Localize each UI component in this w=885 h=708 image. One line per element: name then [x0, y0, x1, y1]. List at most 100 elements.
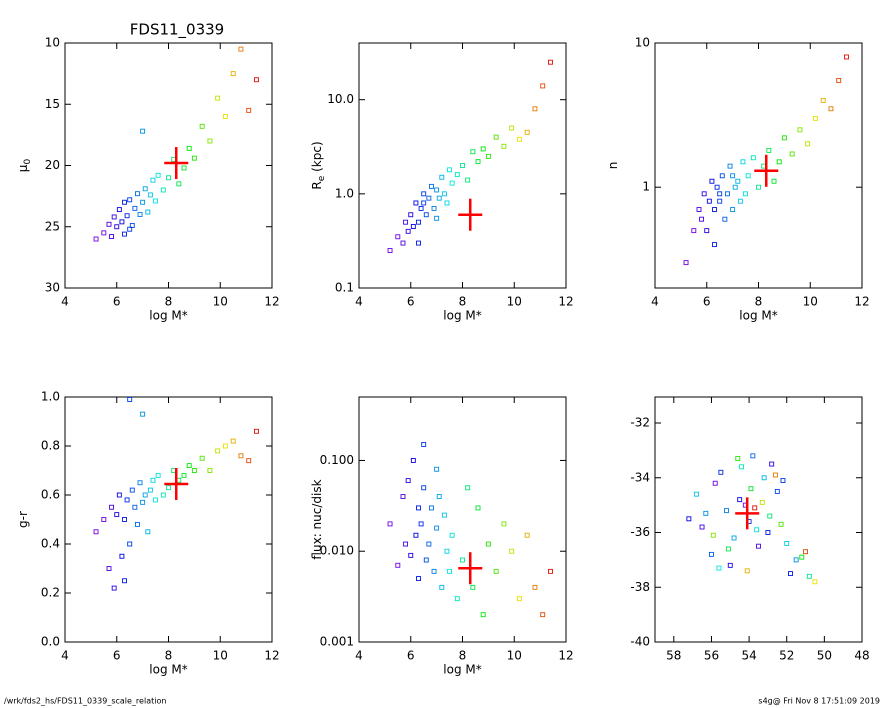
- point: [460, 163, 465, 168]
- point: [449, 180, 455, 186]
- point: [222, 114, 228, 119]
- point: [101, 230, 107, 236]
- x-tick-label: 4: [61, 649, 69, 663]
- point: [160, 187, 166, 193]
- point: [186, 463, 192, 469]
- y-axis-label: μ0: [16, 159, 33, 173]
- point: [718, 469, 724, 475]
- x-tick-label: 50: [817, 649, 832, 663]
- point: [767, 513, 773, 519]
- point: [429, 183, 434, 189]
- point: [444, 200, 450, 206]
- y-tick-label: -38: [630, 580, 650, 594]
- point: [714, 184, 720, 190]
- point: [145, 529, 151, 535]
- point: [750, 453, 756, 459]
- y-axis-label-part: g-r: [16, 511, 30, 528]
- point: [812, 579, 818, 585]
- point: [418, 205, 424, 211]
- point: [106, 566, 112, 571]
- point: [719, 173, 725, 179]
- y-tick-label: 0.010: [320, 544, 354, 558]
- y-tick-label: 20: [45, 158, 60, 172]
- point: [405, 478, 411, 484]
- point: [731, 535, 737, 541]
- y-axis-label-part: μ: [16, 164, 30, 172]
- point: [140, 199, 146, 205]
- point: [150, 177, 156, 183]
- point: [93, 529, 99, 535]
- footer-left: /wrk/fds2_hs/FDS11_0339_scale_relation: [4, 697, 166, 706]
- point: [116, 207, 122, 213]
- point: [475, 505, 481, 511]
- y-axis-label: flux: nuc/disk: [310, 479, 324, 559]
- point: [230, 438, 236, 444]
- point: [696, 207, 702, 212]
- point: [109, 504, 115, 510]
- point: [480, 612, 486, 618]
- point: [207, 468, 213, 473]
- y-tick-label: 25: [45, 219, 60, 233]
- point: [416, 576, 421, 582]
- point: [431, 205, 437, 211]
- point: [421, 442, 427, 447]
- point: [548, 59, 553, 65]
- point: [524, 532, 530, 538]
- point: [191, 155, 197, 161]
- point: [806, 573, 812, 579]
- point: [434, 187, 440, 193]
- points: [93, 397, 259, 591]
- figure-title: FDS11_0339: [130, 21, 224, 40]
- point: [693, 491, 699, 497]
- point: [686, 516, 692, 522]
- point: [129, 223, 135, 228]
- x-tick-label: 4: [355, 649, 363, 663]
- point: [735, 178, 741, 184]
- point: [447, 568, 453, 574]
- point: [828, 106, 834, 112]
- point: [485, 153, 491, 159]
- point: [739, 464, 745, 470]
- point: [222, 443, 228, 449]
- x-tick-label: 10: [507, 649, 522, 663]
- point: [743, 191, 749, 197]
- point: [774, 488, 780, 494]
- point: [400, 494, 406, 500]
- point: [137, 212, 143, 217]
- point: [788, 571, 793, 577]
- point: [727, 163, 733, 169]
- point: [254, 77, 259, 83]
- point: [712, 207, 717, 212]
- y-axis-label-part: 0: [23, 159, 33, 165]
- y-tick-label: 10: [635, 36, 650, 50]
- point: [132, 504, 138, 510]
- point: [744, 568, 750, 574]
- point: [238, 453, 244, 459]
- points: [387, 59, 553, 253]
- point: [465, 485, 471, 491]
- point: [114, 224, 120, 230]
- y-tick-label: 30: [45, 281, 60, 295]
- point: [434, 525, 440, 531]
- point: [106, 221, 112, 227]
- y-tick-label: -34: [630, 470, 650, 484]
- point: [548, 568, 553, 574]
- x-tick-label: 12: [264, 649, 279, 663]
- point: [410, 457, 416, 463]
- point: [423, 212, 429, 218]
- y-axis-label: Re (kpc): [310, 141, 327, 189]
- x-tick-label: 12: [854, 295, 869, 309]
- point: [119, 219, 125, 225]
- point: [403, 219, 409, 225]
- y-tick-label: 1: [642, 180, 650, 194]
- x-tick-label: 6: [407, 295, 415, 309]
- x-tick-label: 12: [558, 649, 573, 663]
- point: [784, 541, 790, 546]
- x-tick-label: 8: [459, 295, 467, 309]
- x-tick-label: 54: [741, 649, 756, 663]
- point: [509, 548, 515, 554]
- point: [436, 195, 442, 201]
- point: [129, 487, 135, 493]
